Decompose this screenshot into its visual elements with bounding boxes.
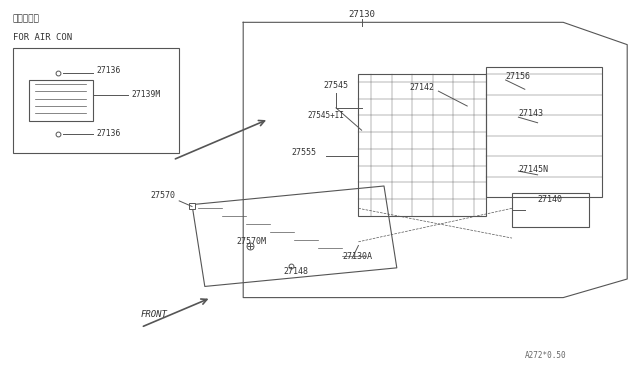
Text: 27136: 27136: [96, 129, 120, 138]
Text: 27148: 27148: [284, 267, 308, 276]
Text: 27130: 27130: [349, 10, 376, 19]
Bar: [512, 193, 589, 227]
Text: 27145N: 27145N: [518, 165, 548, 174]
Text: 27139M: 27139M: [131, 90, 161, 99]
Text: FOR AIR CON: FOR AIR CON: [13, 33, 72, 42]
Bar: [29, 80, 93, 121]
Text: 27130A: 27130A: [342, 252, 372, 261]
Text: 27136: 27136: [96, 66, 120, 75]
Text: 27140: 27140: [538, 195, 563, 203]
Bar: [486, 67, 602, 197]
Text: エアコン用: エアコン用: [13, 14, 40, 23]
Text: A272*0.50: A272*0.50: [525, 351, 566, 360]
Text: 27545: 27545: [323, 81, 348, 90]
Text: 27555: 27555: [291, 148, 316, 157]
Text: 27545+II: 27545+II: [307, 111, 344, 120]
Text: 27570: 27570: [150, 191, 175, 200]
Text: FRONT: FRONT: [141, 310, 168, 319]
Text: 27143: 27143: [518, 109, 543, 118]
Bar: [13, 48, 179, 153]
Text: 27156: 27156: [506, 72, 531, 81]
Text: 27142: 27142: [410, 83, 435, 92]
Text: 27570M: 27570M: [237, 237, 267, 246]
Bar: [358, 74, 486, 216]
